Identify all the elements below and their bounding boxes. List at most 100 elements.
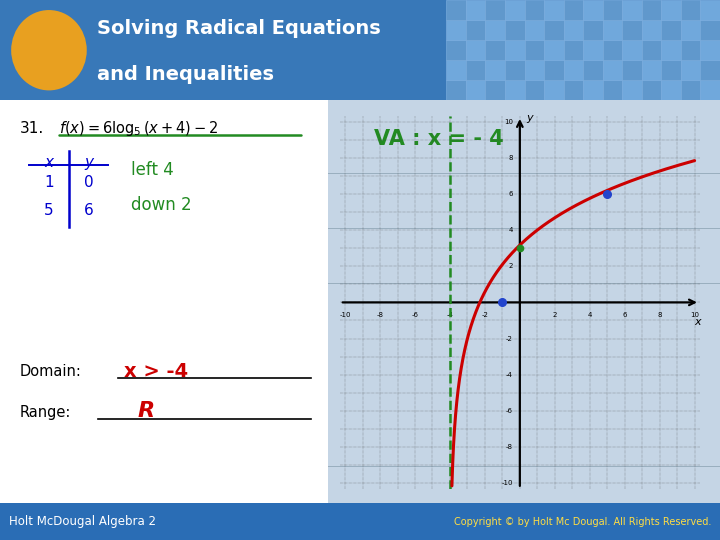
- Bar: [642, 60, 662, 80]
- Bar: [544, 0, 564, 20]
- Bar: [466, 0, 485, 20]
- Bar: [701, 40, 720, 60]
- Bar: [642, 80, 662, 100]
- Bar: [681, 40, 701, 60]
- Bar: [505, 60, 525, 80]
- Bar: [505, 40, 525, 60]
- Text: 6: 6: [623, 312, 627, 319]
- Bar: [485, 60, 505, 80]
- Text: 6: 6: [84, 203, 94, 218]
- Bar: [564, 80, 583, 100]
- Bar: [701, 80, 720, 100]
- Text: y: y: [526, 113, 533, 123]
- Text: $f(x) = 6\log_5(x+4)-2$: $f(x) = 6\log_5(x+4)-2$: [59, 119, 218, 138]
- Bar: [544, 60, 564, 80]
- Text: 2: 2: [553, 312, 557, 319]
- Bar: [525, 0, 544, 20]
- Bar: [662, 0, 681, 20]
- Bar: [544, 40, 564, 60]
- Text: 10: 10: [504, 118, 513, 125]
- Bar: [446, 40, 466, 60]
- Bar: [583, 60, 603, 80]
- Bar: [701, 60, 720, 80]
- Bar: [603, 0, 622, 20]
- Bar: [681, 0, 701, 20]
- Bar: [603, 60, 622, 80]
- Text: 31.: 31.: [19, 120, 44, 136]
- Bar: [466, 40, 485, 60]
- Text: Copyright © by Holt Mc Dougal. All Rights Reserved.: Copyright © by Holt Mc Dougal. All Right…: [454, 517, 711, 526]
- Bar: [603, 20, 622, 40]
- Bar: [485, 40, 505, 60]
- Text: Holt McDougal Algebra 2: Holt McDougal Algebra 2: [9, 515, 156, 528]
- Text: x: x: [695, 317, 701, 327]
- Text: 5: 5: [45, 203, 54, 218]
- Text: 4: 4: [508, 227, 513, 233]
- Bar: [662, 80, 681, 100]
- Bar: [564, 60, 583, 80]
- Bar: [505, 20, 525, 40]
- Text: -2: -2: [506, 335, 513, 342]
- Bar: [328, 100, 720, 503]
- Bar: [525, 60, 544, 80]
- Text: 1: 1: [45, 175, 54, 190]
- Bar: [642, 0, 662, 20]
- Bar: [564, 20, 583, 40]
- Text: -4: -4: [506, 372, 513, 378]
- Text: 10: 10: [690, 312, 699, 319]
- Bar: [622, 40, 642, 60]
- Bar: [583, 20, 603, 40]
- Text: R: R: [138, 401, 155, 421]
- Bar: [525, 40, 544, 60]
- Text: -6: -6: [412, 312, 418, 319]
- Bar: [446, 80, 466, 100]
- Bar: [622, 20, 642, 40]
- Bar: [681, 80, 701, 100]
- Bar: [485, 80, 505, 100]
- Bar: [446, 60, 466, 80]
- Bar: [642, 20, 662, 40]
- Bar: [662, 20, 681, 40]
- Bar: [505, 0, 525, 20]
- Bar: [564, 0, 583, 20]
- Bar: [681, 20, 701, 40]
- Bar: [662, 60, 681, 80]
- Bar: [701, 20, 720, 40]
- Bar: [681, 60, 701, 80]
- Bar: [485, 20, 505, 40]
- Text: -4: -4: [446, 312, 454, 319]
- Text: -8: -8: [377, 312, 384, 319]
- Bar: [525, 20, 544, 40]
- Bar: [466, 20, 485, 40]
- Bar: [622, 80, 642, 100]
- Bar: [505, 80, 525, 100]
- Text: -8: -8: [506, 444, 513, 450]
- Bar: [525, 80, 544, 100]
- Bar: [642, 40, 662, 60]
- Bar: [485, 0, 505, 20]
- Bar: [466, 80, 485, 100]
- Bar: [662, 40, 681, 60]
- Bar: [544, 20, 564, 40]
- Bar: [564, 40, 583, 60]
- Bar: [622, 0, 642, 20]
- Bar: [603, 80, 622, 100]
- Bar: [466, 60, 485, 80]
- Bar: [544, 80, 564, 100]
- Text: x > -4: x > -4: [125, 362, 189, 381]
- Bar: [701, 0, 720, 20]
- Ellipse shape: [12, 10, 86, 90]
- Text: 4: 4: [588, 312, 592, 319]
- Text: x: x: [45, 155, 53, 170]
- Bar: [622, 60, 642, 80]
- Text: 8: 8: [508, 154, 513, 161]
- Text: 8: 8: [657, 312, 662, 319]
- Bar: [603, 40, 622, 60]
- Bar: [583, 0, 603, 20]
- Text: left 4: left 4: [131, 161, 174, 179]
- Text: y: y: [84, 155, 93, 170]
- Text: -6: -6: [506, 408, 513, 414]
- Text: 0: 0: [84, 175, 94, 190]
- Text: Domain:: Domain:: [19, 364, 81, 379]
- Bar: [583, 40, 603, 60]
